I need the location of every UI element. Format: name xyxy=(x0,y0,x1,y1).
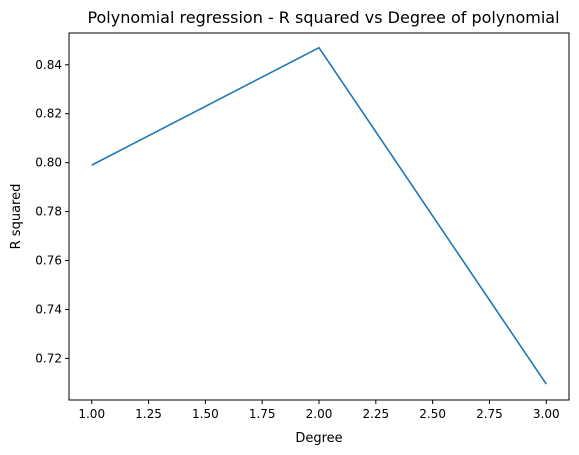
plot-frame xyxy=(68,32,570,401)
x-axis-ticks: 1.00 1.25 1.50 1.75 2.00 2.25 2.50 2.75 3.00 xyxy=(78,400,560,421)
series-line xyxy=(91,46,547,385)
y-tick-label: 0.72 xyxy=(35,351,62,365)
y-axis-label: R squared xyxy=(9,184,24,250)
x-tick-label: 1.25 xyxy=(135,407,162,421)
y-axis-ticks: 0.72 0.74 0.76 0.78 0.80 0.82 0.84 xyxy=(35,58,69,365)
y-tick-label: 0.82 xyxy=(35,107,62,121)
y-tick-label: 0.76 xyxy=(35,254,62,268)
y-tick-label: 0.78 xyxy=(35,205,62,219)
y-tick-label: 0.74 xyxy=(35,302,62,316)
x-tick-label: 3.00 xyxy=(533,407,560,421)
series-layer xyxy=(91,46,547,385)
x-axis-label: Degree xyxy=(295,431,342,446)
y-tick-label: 0.80 xyxy=(35,156,62,170)
x-tick-label: 2.00 xyxy=(306,407,333,421)
x-tick-label: 1.75 xyxy=(249,407,276,421)
x-tick-label: 2.50 xyxy=(419,407,446,421)
x-tick-label: 1.50 xyxy=(192,407,219,421)
chart-title: Polynomial regression - R squared vs Deg… xyxy=(87,8,559,27)
x-tick-label: 2.75 xyxy=(476,407,503,421)
y-tick-label: 0.84 xyxy=(35,58,62,72)
x-tick-label: 2.25 xyxy=(362,407,389,421)
x-tick-label: 1.00 xyxy=(78,407,105,421)
